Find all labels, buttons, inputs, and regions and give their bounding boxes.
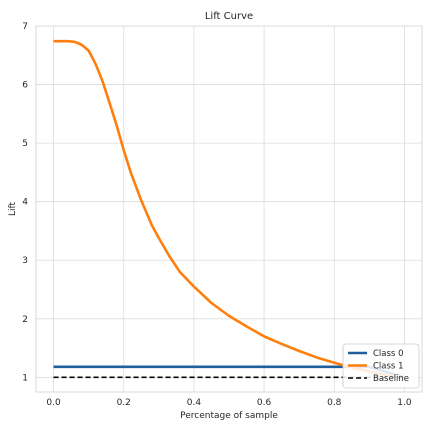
x-tick-label: 0.8 [327,398,342,408]
y-tick-label: 2 [22,315,28,325]
y-tick-label: 4 [22,198,28,208]
y-tick-label: 3 [22,256,28,266]
chart-title: Lift Curve [205,11,253,22]
x-axis-label: Percentage of sample [180,411,278,421]
legend-label: Baseline [373,374,409,384]
x-tick-label: 0.0 [46,398,61,408]
legend: Class 0 Class 1 Baseline [342,343,420,389]
y-axis-label: Lift [8,202,18,217]
y-tick-label: 5 [22,139,28,149]
x-tick-label: 1.0 [397,398,412,408]
y-tick-label: 7 [22,22,28,32]
legend-box [342,343,420,389]
y-tick-label: 6 [22,81,28,91]
y-tick-label: 1 [22,373,28,383]
series-line-class-1 [53,39,405,379]
grid-lines [36,25,422,392]
plot-area [35,25,423,393]
x-tick-label: 0.6 [257,398,272,408]
legend-label: Class 1 [373,362,403,372]
x-tick-label: 0.2 [117,398,131,408]
legend-label: Class 0 [373,349,403,359]
tick-labels: 0.0 0.2 0.4 0.6 0.8 1.0 1 2 3 4 5 6 7 [22,22,412,408]
x-tick-label: 0.4 [187,398,202,408]
